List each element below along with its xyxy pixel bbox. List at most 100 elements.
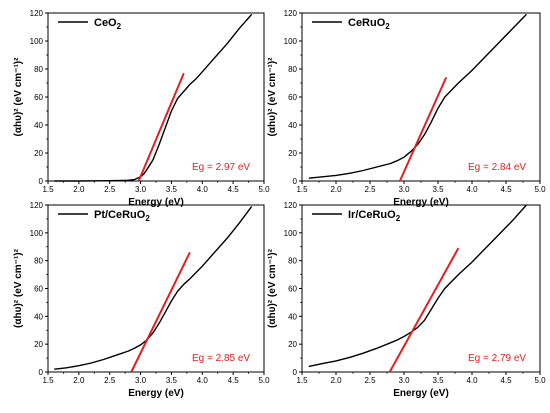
x-tick-label: 3.0: [398, 185, 410, 194]
y-tick-label: 80: [34, 257, 43, 266]
x-tick-label: 4.5: [500, 185, 512, 194]
x-tick-label: 2.0: [73, 185, 85, 194]
y-tick-label: 0: [293, 368, 298, 377]
x-tick-label: 5.0: [258, 376, 270, 385]
legend-label: Pt/CeRuO2: [94, 209, 150, 223]
y-tick-label: 60: [288, 285, 297, 294]
y-tick-label: 120: [30, 201, 44, 210]
x-tick-label: 5.0: [534, 185, 546, 194]
x-tick-label: 5.0: [258, 185, 270, 194]
y-tick-label: 60: [34, 285, 43, 294]
x-tick-label: 4.0: [197, 376, 209, 385]
legend-label: Ir/CeRuO2: [348, 209, 401, 223]
absorption-curve: [54, 205, 253, 370]
x-tick-label: 4.5: [228, 185, 240, 194]
eg-annotation: Eg = 2.84 eV: [468, 162, 526, 173]
x-tick-label: 3.0: [135, 376, 147, 385]
legend-label-subscript: 2: [385, 22, 390, 31]
x-tick-label: 4.5: [228, 376, 240, 385]
y-tick-label: 100: [284, 37, 298, 46]
y-tick-label: 40: [288, 121, 297, 130]
x-tick-label: 2.5: [364, 376, 376, 385]
x-axis-label: Energy (eV): [128, 388, 184, 399]
x-tick-label: 2.0: [330, 185, 342, 194]
y-tick-label: 60: [288, 93, 297, 102]
absorption-curve: [308, 204, 527, 368]
absorption-curve: [54, 13, 253, 182]
y-tick-label: 80: [34, 65, 43, 74]
y-axis-label: (αhυ)² (eV cm⁻¹)²: [13, 57, 24, 137]
y-tick-label: 120: [30, 9, 44, 18]
y-axis-label: (αhυ)² (eV cm⁻¹)²: [13, 248, 24, 328]
y-tick-label: 20: [288, 340, 297, 349]
y-tick-label: 0: [293, 177, 298, 186]
y-tick-label: 80: [288, 65, 297, 74]
x-tick-label: 5.0: [534, 376, 546, 385]
x-tick-label: 3.5: [432, 185, 444, 194]
chart-panel-2: 1.5 2.0 2.5 3.0 3.5 4.0 4.5 5.0 0 20 40 60 80 100 120 E…: [267, 9, 546, 208]
y-tick-label: 120: [284, 9, 298, 18]
legend-label-main: Pt/CeRuO: [94, 209, 146, 221]
y-tick-label: 0: [39, 177, 44, 186]
y-tick-label: 40: [34, 121, 43, 130]
x-tick-label: 1.5: [296, 376, 308, 385]
chart-panel-3: 1.5 2.0 2.5 3.0 3.5 4.0 4.5 5.0 0 20 40 60 80 100 120 E…: [13, 201, 270, 399]
legend-label-subscript: 2: [117, 22, 122, 31]
x-axis-label: Energy (eV): [128, 197, 184, 208]
x-tick-label: 3.0: [135, 185, 147, 194]
plot-frame: [301, 204, 541, 373]
tangent-fit-line: [388, 247, 460, 373]
legend-label-subscript: 2: [396, 214, 401, 223]
x-tick-label: 3.5: [166, 376, 178, 385]
y-tick-label: 120: [284, 201, 298, 210]
y-tick-label: 40: [288, 312, 297, 321]
eg-annotation: Eg = 2.79 eV: [468, 353, 526, 364]
legend-label-main: CeO: [94, 17, 117, 29]
eg-annotation: Eg = 2.97 eV: [192, 162, 250, 173]
x-tick-label: 4.0: [466, 376, 478, 385]
plot-frame: [301, 12, 541, 182]
y-tick-label: 100: [30, 229, 44, 238]
y-tick-label: 20: [34, 340, 43, 349]
x-tick-label: 1.5: [42, 376, 54, 385]
x-tick-label: 4.0: [197, 185, 209, 194]
x-tick-label: 3.5: [166, 185, 178, 194]
legend-label: CeRuO2: [348, 17, 390, 31]
x-tick-label: 2.5: [104, 185, 116, 194]
legend-label-subscript: 2: [145, 214, 150, 223]
x-axis-label: Energy (eV): [393, 197, 449, 208]
absorption-curve: [308, 13, 527, 179]
y-tick-label: 20: [288, 149, 297, 158]
tangent-fit-line: [137, 72, 185, 182]
tangent-fit-line: [398, 76, 448, 182]
y-tick-label: 20: [34, 149, 43, 158]
y-tick-label: 60: [34, 93, 43, 102]
plot-frame: [47, 204, 265, 373]
x-tick-label: 3.0: [398, 376, 410, 385]
legend-label-main: CeRuO: [348, 17, 386, 29]
x-tick-label: 4.0: [466, 185, 478, 194]
x-tick-label: 3.5: [432, 376, 444, 385]
y-axis-label: (αhυ)² (eV cm⁻¹)²: [267, 57, 278, 137]
x-tick-label: 2.0: [330, 376, 342, 385]
x-tick-label: 2.5: [104, 376, 116, 385]
y-tick-label: 80: [288, 257, 297, 266]
x-axis-label: Energy (eV): [393, 388, 449, 399]
x-tick-label: 1.5: [42, 185, 54, 194]
y-tick-label: 0: [39, 368, 44, 377]
y-tick-label: 40: [34, 312, 43, 321]
tangent-fit-line: [130, 251, 191, 373]
eg-annotation: Eg = 2.85 eV: [192, 353, 250, 364]
x-tick-label: 2.0: [73, 376, 85, 385]
y-tick-label: 100: [284, 229, 298, 238]
chart-panel-4: 1.5 2.0 2.5 3.0 3.5 4.0 4.5 5.0 0 20 40 60 80 100 120 E…: [267, 201, 546, 399]
chart-panel-1: 1.5 2.0 2.5 3.0 3.5 4.0 4.5 5.0 0 20 40 60 80 100 120 E…: [13, 9, 270, 208]
x-tick-label: 2.5: [364, 185, 376, 194]
x-tick-label: 1.5: [296, 185, 308, 194]
legend-label: CeO2: [94, 17, 122, 31]
y-axis-label: (αhυ)² (eV cm⁻¹)²: [267, 248, 278, 328]
legend-label-main: Ir/CeRuO: [348, 209, 396, 221]
x-tick-label: 4.5: [500, 376, 512, 385]
y-tick-label: 100: [30, 37, 44, 46]
